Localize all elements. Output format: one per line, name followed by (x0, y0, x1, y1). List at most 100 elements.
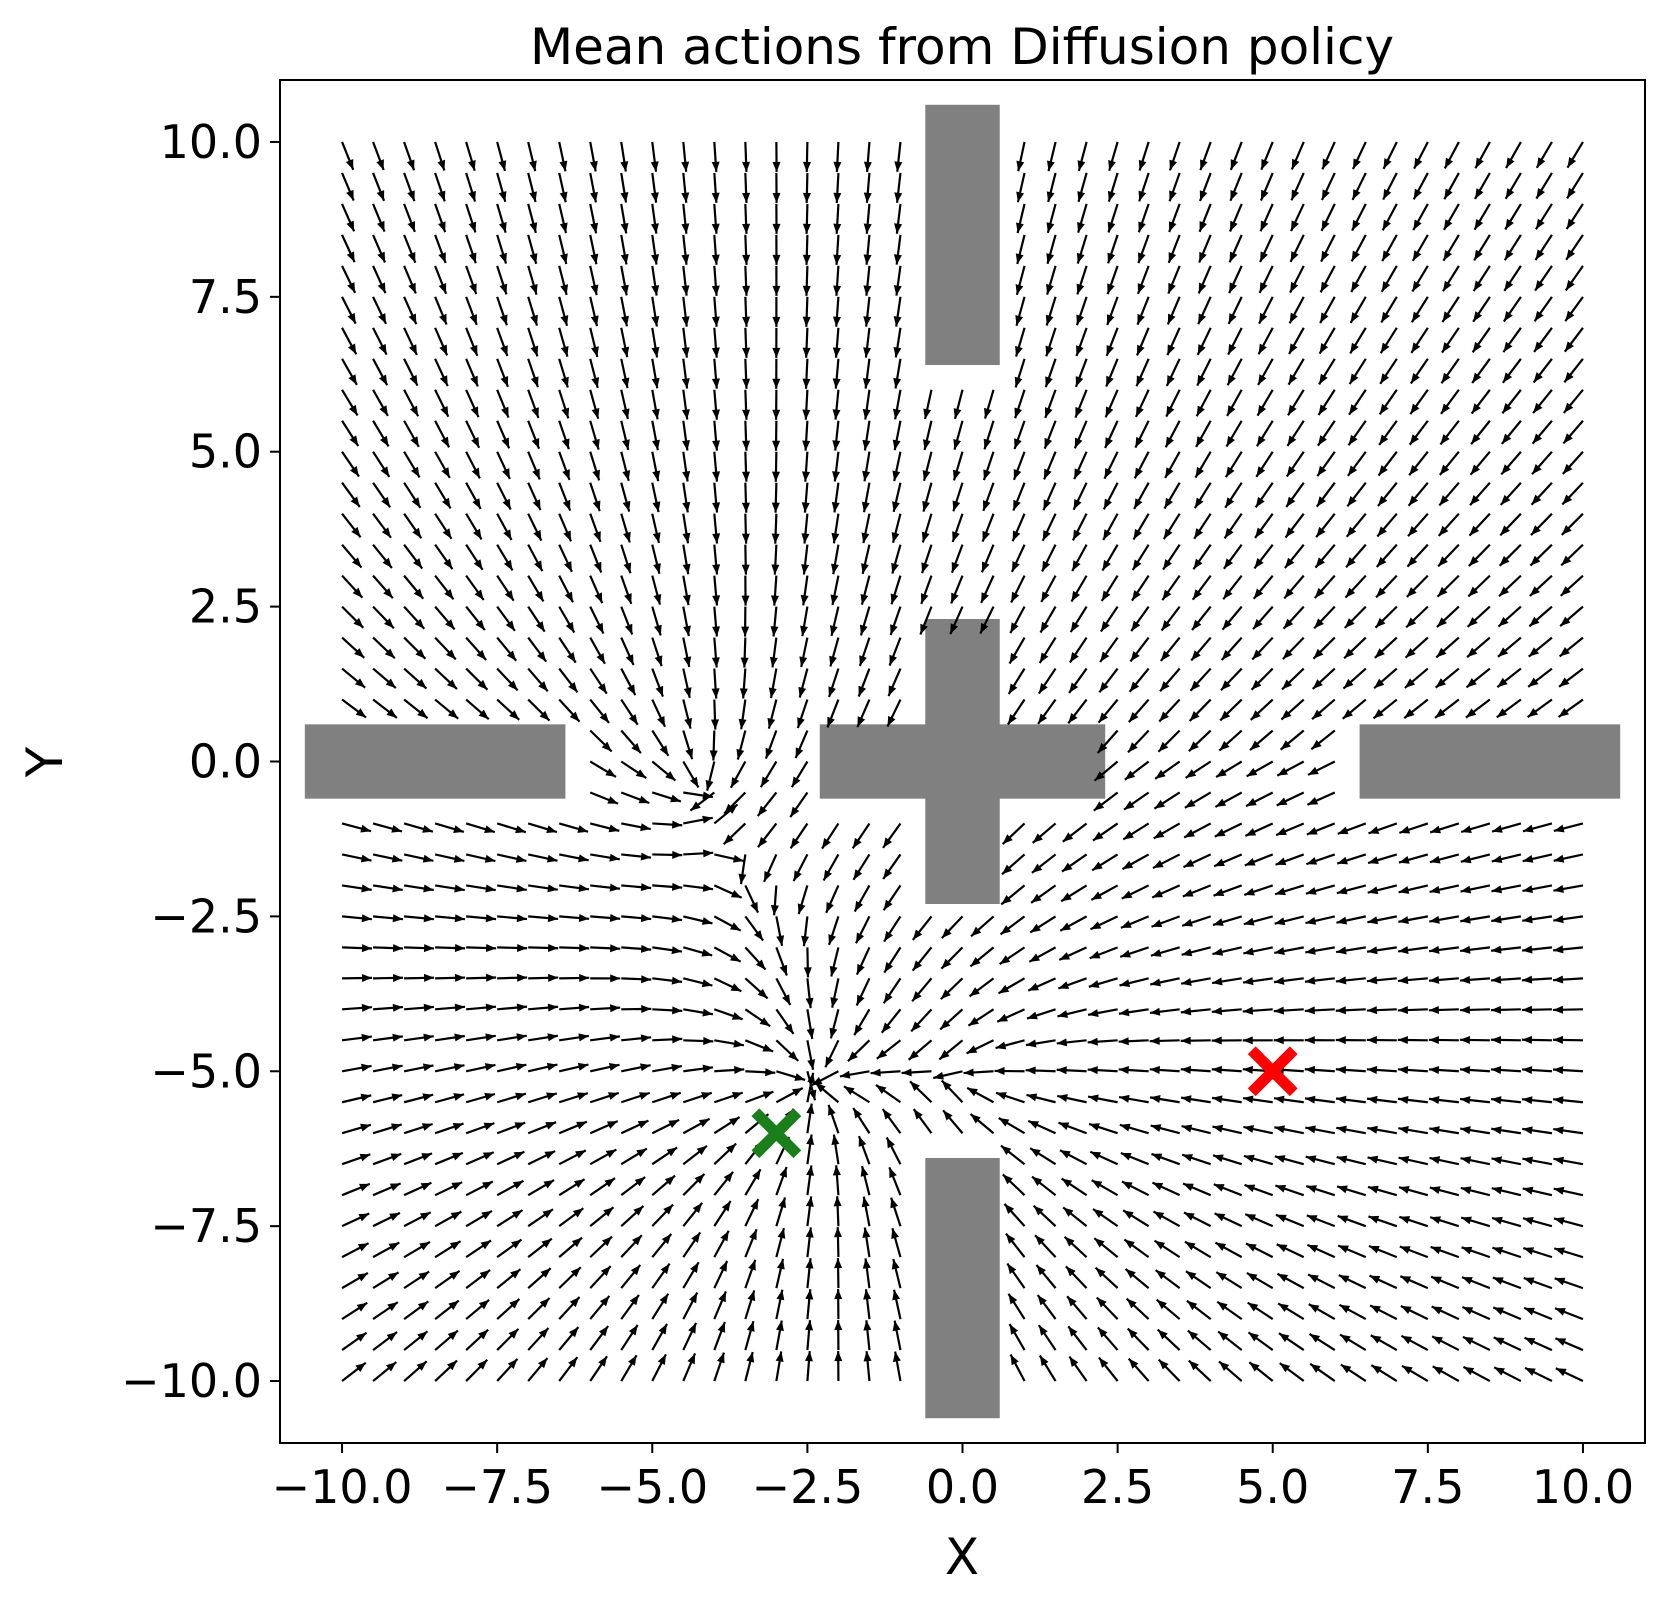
arrow-head (1461, 1216, 1472, 1225)
arrow-head (770, 626, 779, 637)
arrow-head (598, 1356, 608, 1367)
arrow-head (532, 468, 540, 480)
arrow-head (711, 378, 720, 389)
arrow-head (1522, 945, 1533, 954)
arrow-head (1107, 283, 1115, 295)
arrow-head (953, 438, 962, 450)
arrow-head (692, 1202, 703, 1214)
arrow-head (1277, 1273, 1289, 1283)
arrow-head (1553, 975, 1564, 984)
arrow-head (1150, 1095, 1161, 1103)
arrow-head (1214, 858, 1225, 867)
arrow-head (630, 1264, 641, 1276)
arrow-head (498, 191, 507, 202)
arrow-head (625, 654, 634, 665)
arrow-head (716, 1352, 725, 1364)
arrow-head (1429, 1186, 1441, 1194)
arrow-head (1336, 1155, 1348, 1164)
arrow-head (921, 531, 930, 543)
arrow-head (418, 1271, 430, 1281)
arrow-head (484, 825, 495, 834)
arrow-head (546, 1092, 557, 1101)
arrow-head (1277, 767, 1288, 776)
arrow-head (1225, 497, 1235, 508)
arrow-head (1002, 864, 1013, 875)
arrow-head (640, 1063, 651, 1072)
arrow-head (1046, 283, 1054, 295)
arrow-head (469, 314, 477, 325)
arrow-head (1351, 250, 1360, 262)
arrow-head (1134, 467, 1143, 479)
arrow-head (690, 1262, 699, 1273)
arrow-head (359, 1183, 370, 1192)
arrow-head (689, 776, 699, 788)
arrow-head (1181, 977, 1192, 986)
arrow-head (1219, 740, 1230, 751)
arrow-head (1039, 652, 1049, 664)
arrow-head (890, 1197, 899, 1209)
arrow-head (1099, 682, 1109, 693)
arrow-head (770, 905, 779, 916)
arrow-head (1492, 825, 1503, 833)
arrow-head (564, 561, 572, 572)
arrow-head (1536, 187, 1545, 199)
arrow-head (832, 347, 841, 358)
arrow-head (356, 1332, 367, 1342)
arrow-head (1562, 463, 1573, 474)
arrow-head (1184, 829, 1195, 838)
arrow-head (771, 502, 780, 513)
arrow-head (1319, 343, 1329, 354)
axes: −10.0 −7.5 −5.0 −2.5 0.0 2.5 5.0 7.5 10.0−10.0−7… (121, 79, 1646, 1514)
arrow-head (969, 987, 980, 997)
arrow-head (655, 685, 664, 697)
arrow-head (856, 932, 865, 944)
arrow-head (1398, 1186, 1410, 1194)
arrow-head (513, 1151, 525, 1160)
arrow-head (569, 711, 580, 722)
arrow-head (1291, 220, 1299, 232)
arrow-head (682, 440, 690, 451)
arrow-head (548, 943, 559, 952)
arrow-head (952, 500, 961, 512)
arrow-head (529, 283, 538, 295)
arrow-head (1243, 947, 1254, 956)
arrow-head (608, 1092, 619, 1100)
arrow-head (755, 959, 766, 970)
x-tick-label: −2.5 (752, 1460, 864, 1514)
arrow-head (1533, 372, 1543, 383)
arrow-head (506, 650, 517, 661)
arrow-head (1459, 1066, 1471, 1075)
arrow-head (1042, 560, 1051, 572)
arrow-head (1250, 710, 1261, 720)
arrow-head (681, 254, 690, 265)
arrow-head (742, 378, 751, 389)
arrow-head (1243, 977, 1254, 986)
arrow-head (591, 377, 600, 388)
arrow-head (1015, 345, 1023, 357)
arrow-head (1443, 219, 1453, 230)
arrow-head (1256, 466, 1266, 477)
arrow-head (1167, 344, 1176, 356)
arrow-head (1044, 468, 1052, 480)
arrow-head (1522, 915, 1533, 924)
arrow-head (670, 1092, 681, 1100)
arrow-head (720, 1230, 729, 1242)
arrow-head (683, 625, 691, 637)
arrow-head (657, 715, 665, 727)
arrow-head (1100, 651, 1110, 662)
arrow-head (389, 1183, 401, 1191)
arrow-head (681, 192, 690, 203)
arrow-head (501, 437, 510, 449)
arrow-head (1199, 190, 1208, 201)
arrow-head (419, 1241, 430, 1251)
arrow-head (505, 620, 515, 631)
arrow-head (1180, 1036, 1191, 1045)
arrow-head (650, 161, 659, 172)
arrow-head (1376, 556, 1387, 567)
arrow-head (593, 561, 602, 573)
arrow-head (1102, 559, 1111, 571)
arrow-head (732, 854, 744, 863)
arrow-head (377, 282, 386, 294)
arrow-head (1344, 648, 1355, 659)
arrow-head (1044, 437, 1053, 449)
